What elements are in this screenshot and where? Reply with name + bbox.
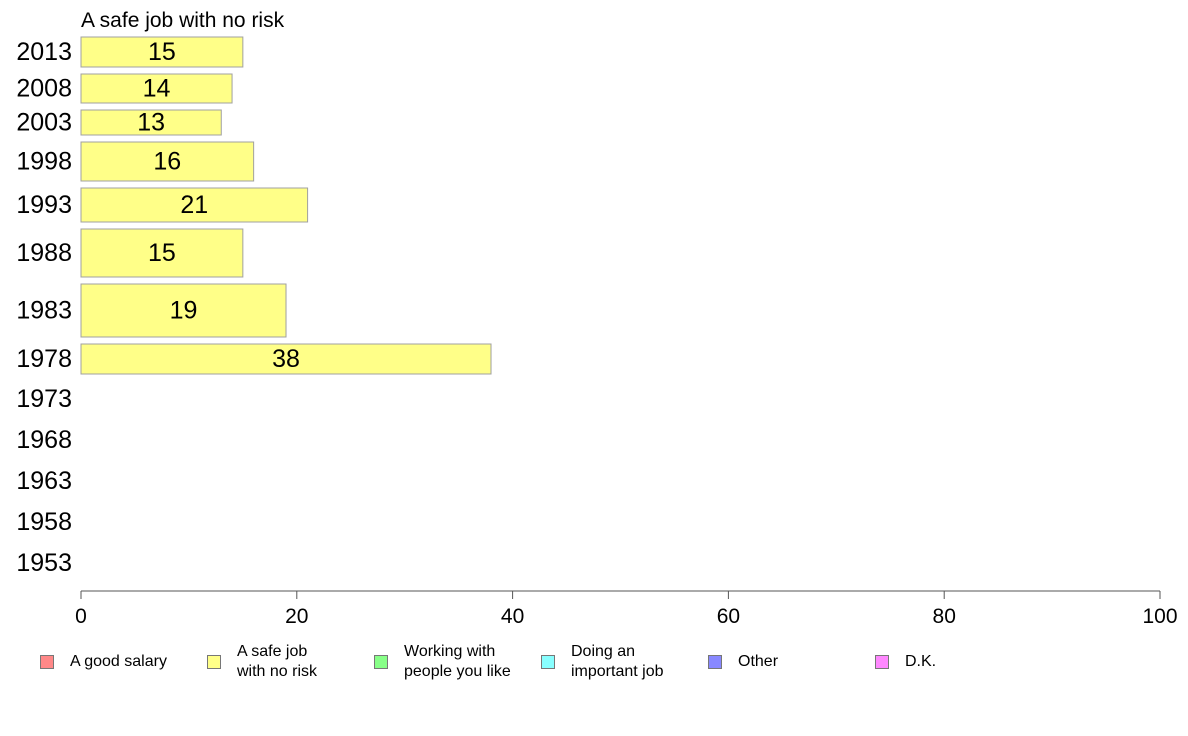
- bar: [80, 141, 255, 182]
- bar: [80, 109, 222, 136]
- year-label: 1968: [16, 426, 72, 454]
- legend-label: Doing an important job: [571, 643, 664, 680]
- year-label: 1993: [16, 191, 72, 219]
- legend-label: A safe job with no risk: [237, 643, 318, 680]
- bar: [80, 343, 492, 375]
- legend-label: A good salary: [70, 653, 167, 670]
- year-label: 1963: [16, 467, 72, 495]
- year-label: 1983: [16, 297, 72, 325]
- legend-swatch: [541, 655, 555, 669]
- bar-value-label: 19: [170, 297, 198, 325]
- x-tick-label: 40: [501, 605, 524, 628]
- x-tick-label: 80: [933, 605, 956, 628]
- legend-swatch: [207, 655, 221, 669]
- x-axis: 0 20 40 60 80 100: [75, 590, 1178, 628]
- year-label: 2003: [16, 109, 72, 137]
- bar-value-label: 13: [137, 109, 165, 137]
- bar-value-label: 15: [148, 239, 176, 267]
- bar-value-label: 15: [148, 38, 176, 66]
- year-labels-group: 2013 2008 2003 1998 1993 1988 1983 1978 1973 1968…: [16, 38, 72, 577]
- legend-item: Working with people you like: [374, 642, 511, 682]
- year-label: 1998: [16, 148, 72, 176]
- legend-item: Other: [708, 652, 778, 672]
- year-label: 1953: [16, 549, 72, 577]
- legend-item: A safe job with no risk: [207, 642, 317, 682]
- bar-value-label: 16: [153, 148, 181, 176]
- year-label: 2013: [16, 38, 72, 66]
- legend-swatch: [708, 655, 722, 669]
- year-label: 1988: [16, 239, 72, 267]
- legend-label: Working with people you like: [404, 643, 511, 680]
- legend-swatch: [875, 655, 889, 669]
- bar-value-label: 21: [180, 191, 208, 219]
- year-label: 1973: [16, 385, 72, 413]
- bar-value-label: 14: [143, 75, 171, 103]
- bar: [80, 283, 287, 338]
- bar: [80, 187, 309, 223]
- legend: A good salary A safe job with no risk Work…: [0, 640, 1188, 690]
- bar: [80, 73, 233, 104]
- chart-title: A safe job with no risk: [81, 9, 285, 32]
- bar: [80, 36, 244, 68]
- bar-chart: A safe job with no risk 1514131621151938…: [16, 9, 1178, 628]
- x-tick-label: 100: [1142, 605, 1177, 628]
- year-label: 1958: [16, 508, 72, 536]
- year-label: 2008: [16, 75, 72, 103]
- x-tick-label: 0: [75, 605, 87, 628]
- legend-item: Doing an important job: [541, 642, 664, 682]
- x-tick-label: 20: [285, 605, 308, 628]
- bar-value-label: 38: [272, 345, 300, 373]
- legend-item: A good salary: [40, 652, 167, 672]
- x-tick-label: 60: [717, 605, 740, 628]
- legend-label: Other: [738, 653, 779, 670]
- year-label: 1978: [16, 345, 72, 373]
- legend-label: D.K.: [905, 653, 937, 670]
- bar: [80, 228, 244, 278]
- legend-item: D.K.: [875, 652, 936, 672]
- legend-swatch: [374, 655, 388, 669]
- legend-swatch: [40, 655, 54, 669]
